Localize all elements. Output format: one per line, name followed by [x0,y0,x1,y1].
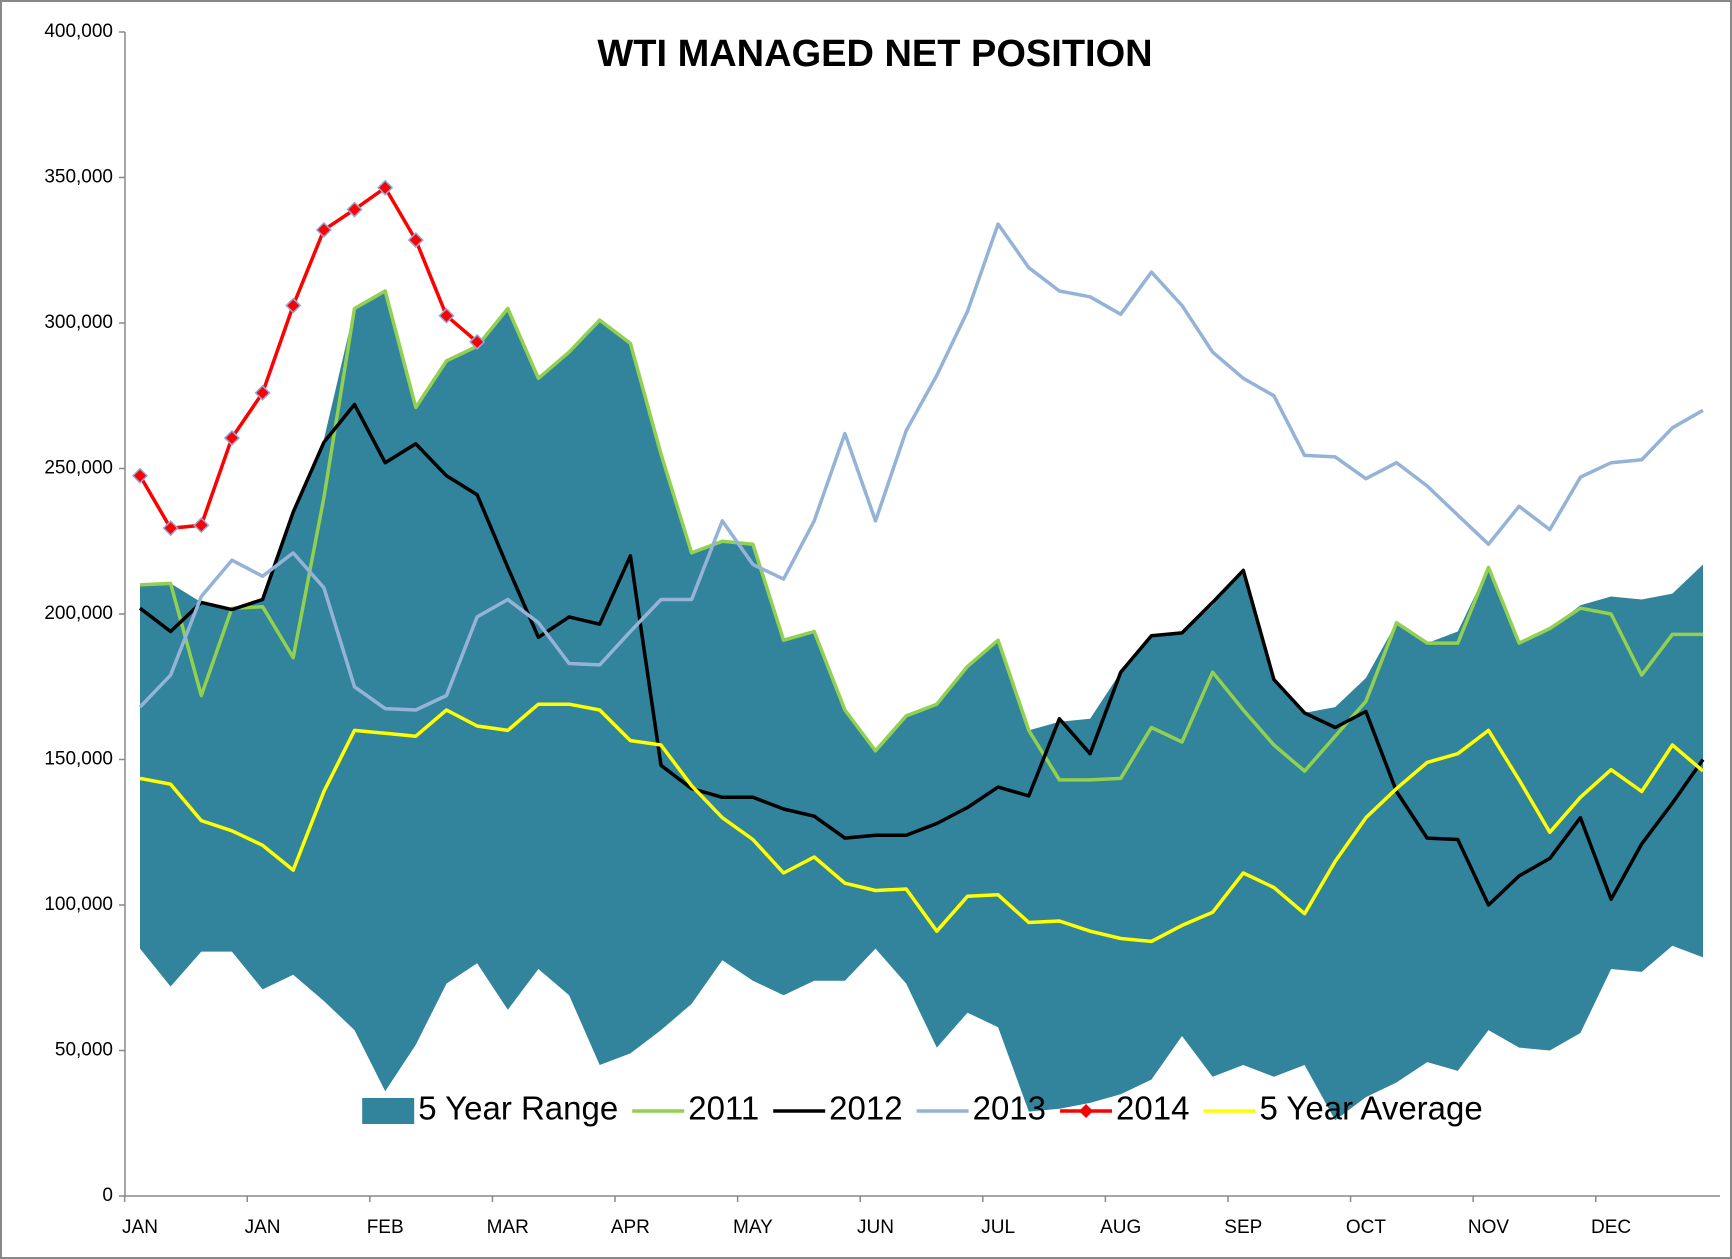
x-tick-label: JUL [981,1217,1015,1238]
x-tick-label: SEP [1224,1217,1262,1238]
y-tick-label: 0 [102,1185,113,1206]
series-line [139,289,1703,782]
y-tick-label: 400,000 [44,21,113,42]
range-area [140,291,1703,1121]
y-tick-label: 100,000 [44,894,113,915]
x-tick-label: DEC [1591,1217,1631,1238]
legend: 5 Year Range 2011 2012 2013 2014 5 Year Avera… [362,1090,1483,1127]
plot-area: 0 50,000 100,000 150,000 200,000 250,000 300,0… [44,21,1720,1238]
y-tick-label: 300,000 [44,312,113,333]
legend-swatch [362,1098,415,1124]
x-tick-label: OCT [1346,1217,1387,1238]
x-tick-label: FEB [367,1217,404,1238]
x-tick-label: MAR [487,1217,529,1238]
x-tick-label: NOV [1468,1217,1510,1238]
series-marker [131,467,149,484]
series-line [138,222,1704,712]
series-marker [285,297,302,314]
series-marker [223,429,241,447]
legend-label: 5 Year Average [1259,1090,1482,1127]
x-tick-label: AUG [1100,1217,1141,1238]
y-tick-label: 250,000 [44,458,113,479]
series-marker [193,517,210,534]
series-marker [346,201,363,218]
chart-title: WTI MANAGED NET POSITION [597,33,1152,75]
y-tick-label: 50,000 [55,1040,113,1061]
series-line [138,402,1705,907]
y-tick-label: 350,000 [44,167,113,188]
series-marker [377,179,394,196]
x-tick-label: MAY [733,1217,773,1238]
series-marker [315,221,332,238]
x-tick-label: APR [611,1217,650,1238]
legend-label: 2014 [1116,1090,1189,1127]
legend-label: 2012 [829,1090,902,1127]
series-marker [407,232,424,249]
legend-label: 2013 [973,1090,1046,1127]
legend-label: 2011 [688,1090,759,1127]
y-tick-label: 150,000 [44,749,113,770]
series-marker [254,384,271,401]
legend-label: 5 Year Range [418,1090,618,1127]
series-marker [469,333,486,350]
x-tick-label: JAN [245,1217,281,1238]
y-tick-label: 200,000 [44,603,113,624]
x-tick-label: JAN [122,1217,158,1238]
series-line [139,702,1705,944]
series-marker [438,307,455,324]
series-marker [162,520,179,537]
x-tick-label: JUN [857,1217,894,1238]
legend-marker [1079,1104,1094,1118]
